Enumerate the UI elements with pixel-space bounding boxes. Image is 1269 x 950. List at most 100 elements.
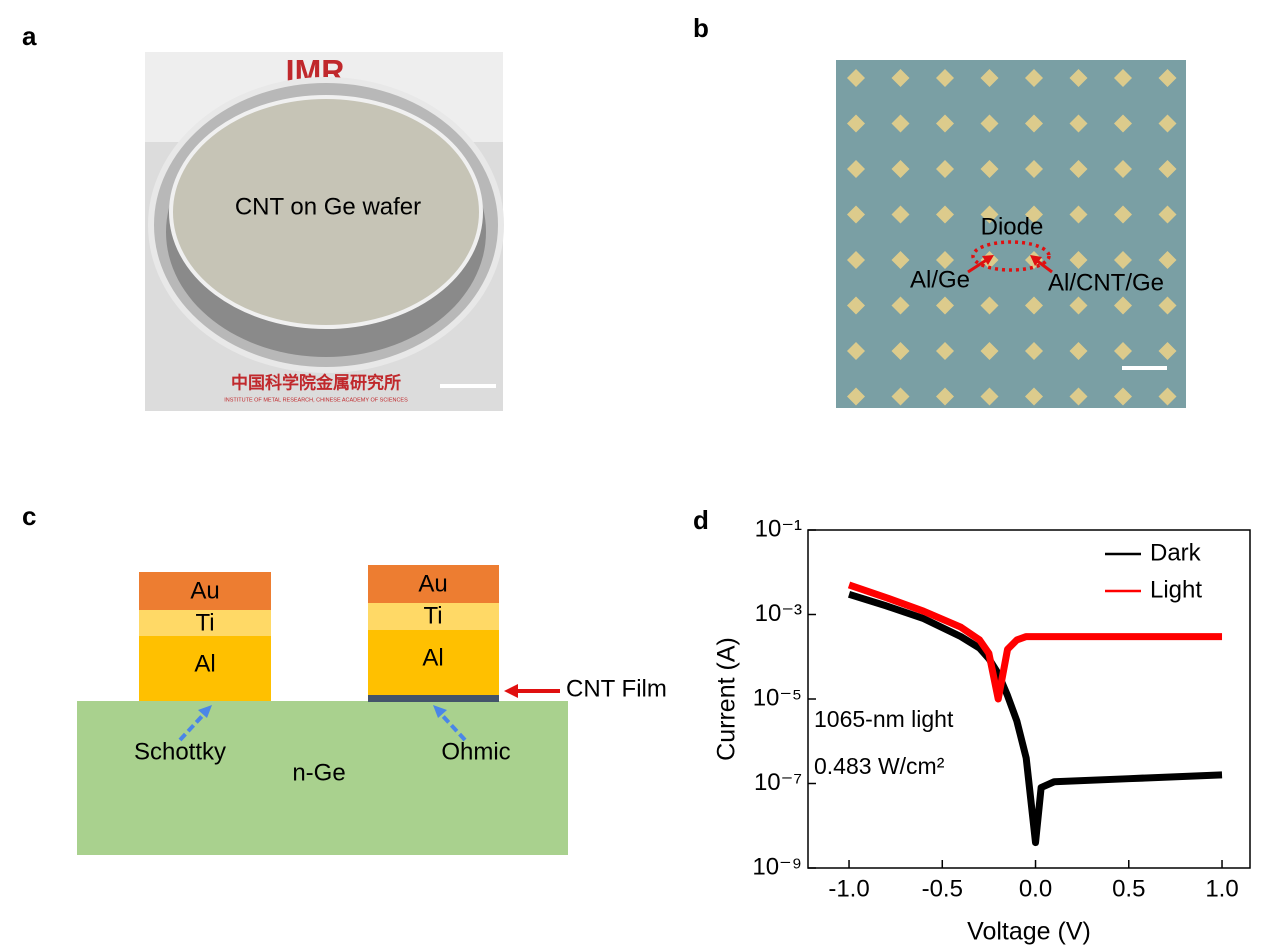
pad [1025, 160, 1043, 178]
arrow-head [1030, 255, 1042, 266]
panel-label: c [22, 501, 36, 531]
pad [1114, 69, 1132, 87]
arrow-head [198, 705, 212, 718]
x-tick-label: -0.5 [922, 875, 963, 902]
pad [1158, 387, 1177, 406]
pad [1158, 251, 1177, 269]
pad [847, 387, 865, 406]
x-axis-label: Voltage (V) [967, 918, 1091, 946]
pad [1158, 342, 1177, 360]
pad [936, 251, 954, 269]
pad [980, 296, 999, 315]
layer-ti [368, 603, 499, 630]
pad [1025, 296, 1043, 315]
institute-cn: 中国科学院金属研究所 [231, 372, 401, 392]
layer-label: Al [194, 650, 215, 677]
pad [847, 251, 865, 269]
pad [1025, 342, 1043, 360]
pad [847, 160, 865, 178]
x-tick-label: 1.0 [1205, 875, 1238, 902]
annotation: 0.483 W/cm² [814, 753, 945, 779]
contact-label: Al/CNT/Ge [1048, 269, 1164, 296]
pad [847, 342, 865, 360]
pad [891, 387, 910, 406]
pad [936, 69, 954, 87]
x-tick-label: -1.0 [828, 875, 869, 902]
contact-type: Ohmic [441, 738, 510, 765]
pad [847, 114, 865, 133]
pad [1158, 160, 1177, 178]
arrow-head [433, 705, 447, 718]
caption: CNT on Ge wafer [235, 193, 421, 220]
y-tick-label: 10⁻⁹ [752, 853, 802, 880]
pad [1158, 205, 1177, 224]
pad [936, 387, 954, 406]
series-line [847, 590, 1223, 847]
pad [936, 160, 954, 178]
pad [936, 296, 954, 315]
pad [980, 205, 999, 224]
layer-au [368, 565, 499, 603]
pad [1114, 205, 1132, 224]
y-tick-label: 10⁻⁵ [753, 684, 802, 711]
pad [1069, 296, 1088, 315]
substrate [77, 701, 568, 855]
layer-label: Al [422, 644, 443, 671]
pad [936, 342, 954, 360]
plot-frame [807, 529, 1251, 869]
pad [1158, 114, 1177, 133]
pad [1158, 296, 1177, 315]
annotation: 1065-nm light [814, 706, 954, 732]
pad [847, 296, 865, 315]
legend-label: Dark [1150, 539, 1202, 566]
chart: 10⁻⁹ 10⁻⁷ 10⁻⁵ 10⁻³ 10⁻¹ -1.0 -0.5 0.0 0.5 1.0 Vol… [713, 515, 1251, 946]
pad [1114, 114, 1132, 133]
pad [1069, 251, 1088, 269]
x-tick-label: 0.0 [1019, 875, 1052, 902]
pad [891, 69, 910, 87]
y-axis-label: Current (A) [713, 637, 741, 761]
pad [980, 160, 999, 178]
pad [1025, 69, 1043, 87]
layer-al [368, 630, 499, 695]
pad [1069, 160, 1088, 178]
pads [847, 69, 1177, 406]
arrow [178, 712, 206, 742]
pad [847, 205, 865, 224]
pad [891, 160, 910, 178]
layer-ti [139, 610, 271, 636]
pad [980, 342, 999, 360]
series-line [847, 581, 1223, 703]
pad [1069, 387, 1088, 406]
pad [891, 114, 910, 133]
pad [847, 69, 865, 87]
arrow [1035, 258, 1053, 274]
diode-ring [971, 240, 1051, 272]
pad [1158, 69, 1177, 87]
pad [1114, 160, 1132, 178]
pad [1069, 114, 1088, 133]
y-tick-label: 10⁻⁷ [754, 769, 802, 796]
layer-cnt [368, 695, 499, 702]
pad [1114, 387, 1132, 406]
pad [1025, 205, 1043, 224]
layer-al [139, 636, 271, 701]
pad [1114, 296, 1132, 315]
contact-type: Schottky [134, 738, 226, 765]
arrow-head [504, 684, 518, 698]
pad [980, 387, 999, 406]
pad [1069, 69, 1088, 87]
pad [980, 69, 999, 87]
pad [1025, 114, 1043, 133]
pad [1069, 205, 1088, 224]
panel-label: b [693, 13, 709, 43]
pad [1069, 342, 1088, 360]
panel-label: d [693, 505, 709, 535]
pad [891, 251, 910, 269]
institute-en: INSTITUTE OF METAL RESEARCH, CHINESE ACA… [224, 397, 408, 403]
layer-au [139, 572, 271, 610]
pad [1025, 387, 1043, 406]
pad [1114, 251, 1132, 269]
pad [1114, 342, 1132, 360]
diode-label: Diode [981, 213, 1044, 240]
